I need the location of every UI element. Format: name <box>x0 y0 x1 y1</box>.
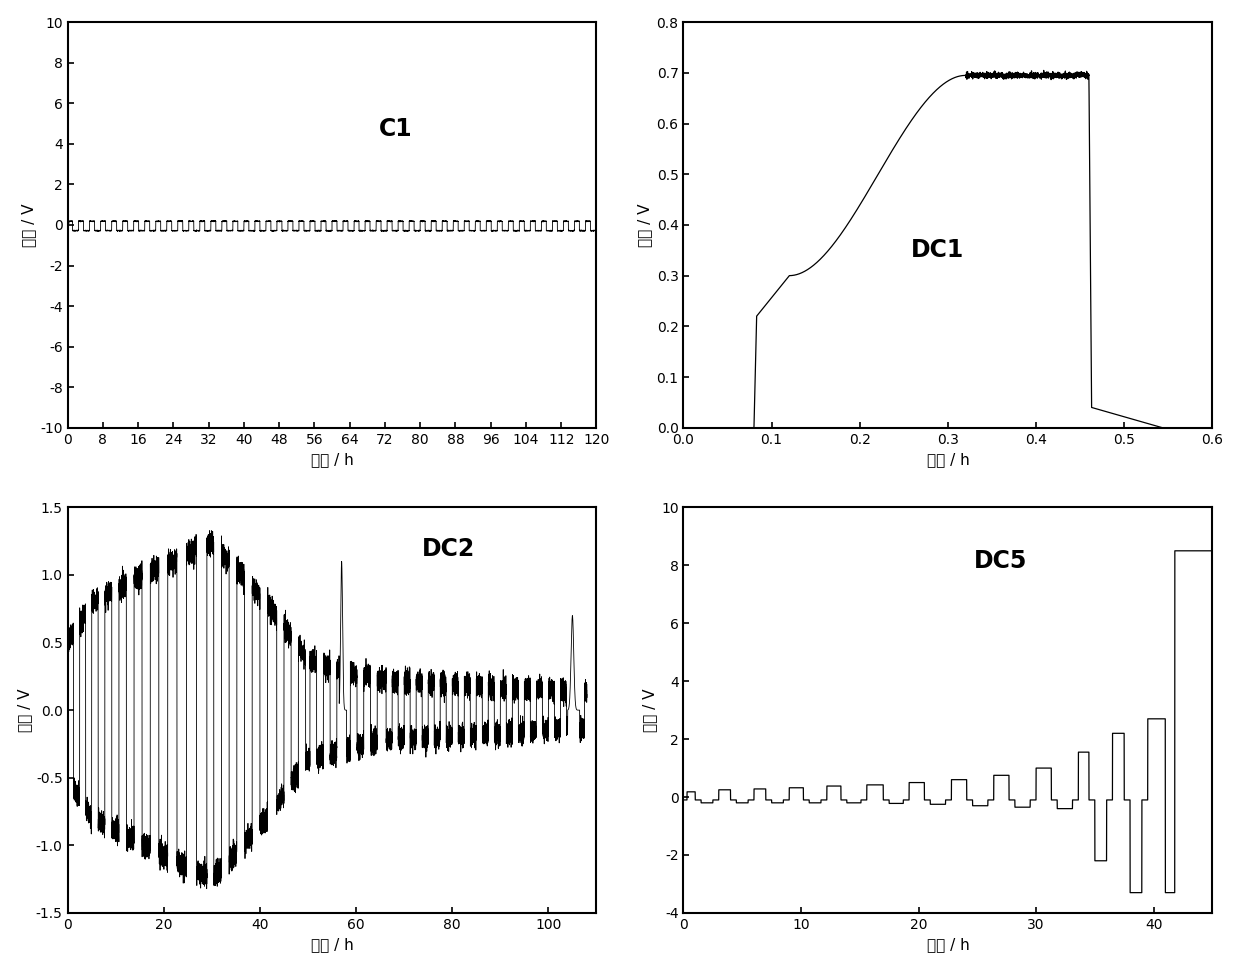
Y-axis label: 电压 / V: 电压 / V <box>637 203 652 247</box>
Text: DC2: DC2 <box>422 537 475 561</box>
Text: DC1: DC1 <box>910 238 963 263</box>
Text: C1: C1 <box>378 116 412 141</box>
X-axis label: 时间 / h: 时间 / h <box>311 937 353 953</box>
X-axis label: 时间 / h: 时间 / h <box>926 937 970 953</box>
X-axis label: 时间 / h: 时间 / h <box>926 453 970 467</box>
X-axis label: 时间 / h: 时间 / h <box>311 453 353 467</box>
Text: DC5: DC5 <box>975 549 1028 574</box>
Y-axis label: 电压 / V: 电压 / V <box>21 203 36 247</box>
Y-axis label: 电压 / V: 电压 / V <box>642 688 657 732</box>
Y-axis label: 电压 / V: 电压 / V <box>16 688 32 732</box>
